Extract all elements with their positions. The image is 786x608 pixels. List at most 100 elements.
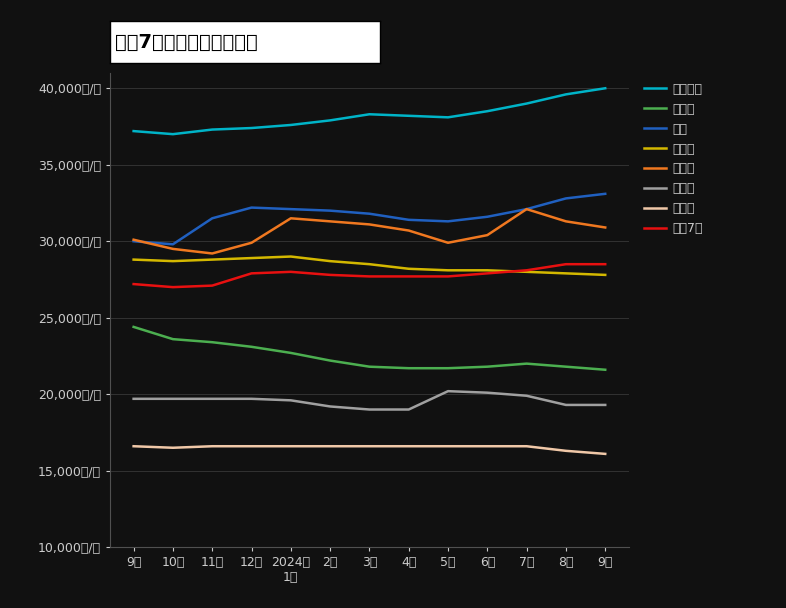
江東区	[365, 443, 374, 450]
江東区	[129, 443, 138, 450]
千代田区	[601, 85, 610, 92]
港区	[168, 241, 178, 248]
主要7区	[325, 271, 335, 278]
中央区	[443, 365, 453, 372]
江東区	[443, 443, 453, 450]
港区	[247, 204, 256, 211]
港区	[561, 195, 571, 202]
渋谷区	[247, 239, 256, 246]
Line: 渋谷区: 渋谷区	[134, 209, 605, 254]
中央区	[404, 365, 413, 372]
新宿区	[522, 268, 531, 275]
主要7区	[365, 273, 374, 280]
新宿区	[561, 270, 571, 277]
江東区	[561, 447, 571, 454]
新宿区	[325, 257, 335, 264]
新宿区	[483, 267, 492, 274]
主要7区	[404, 273, 413, 280]
主要7区	[247, 270, 256, 277]
港区	[404, 216, 413, 224]
中央区	[286, 349, 296, 356]
渋谷区	[483, 232, 492, 239]
千代田区	[404, 112, 413, 119]
江東区	[601, 451, 610, 458]
Line: 新宿区: 新宿区	[134, 257, 605, 275]
港区	[325, 207, 335, 214]
渋谷区	[129, 236, 138, 243]
品川区	[286, 396, 296, 404]
新宿区	[208, 256, 217, 263]
Line: 主要7区: 主要7区	[134, 264, 605, 287]
千代田区	[483, 108, 492, 115]
品川区	[247, 395, 256, 402]
渋谷区	[561, 218, 571, 225]
江東区	[208, 443, 217, 450]
新宿区	[601, 271, 610, 278]
新宿区	[286, 253, 296, 260]
渋谷区	[522, 206, 531, 213]
中央区	[601, 366, 610, 373]
渋谷区	[601, 224, 610, 231]
中央区	[208, 339, 217, 346]
品川区	[483, 389, 492, 396]
港区	[286, 206, 296, 213]
港区	[129, 238, 138, 245]
主要7区	[601, 261, 610, 268]
江東区	[522, 443, 531, 450]
品川区	[601, 401, 610, 409]
品川区	[561, 401, 571, 409]
江東区	[483, 443, 492, 450]
渋谷区	[208, 250, 217, 257]
品川区	[443, 387, 453, 395]
渋谷区	[286, 215, 296, 222]
渋谷区	[365, 221, 374, 228]
中央区	[129, 323, 138, 331]
品川区	[325, 403, 335, 410]
千代田区	[443, 114, 453, 121]
港区	[443, 218, 453, 225]
渋谷区	[404, 227, 413, 234]
主要7区	[522, 267, 531, 274]
千代田区	[286, 122, 296, 129]
新宿区	[365, 261, 374, 268]
中央区	[522, 360, 531, 367]
主要7区	[483, 270, 492, 277]
港区	[365, 210, 374, 217]
主要7区	[561, 261, 571, 268]
千代田区	[168, 131, 178, 138]
千代田区	[129, 128, 138, 135]
江東区	[247, 443, 256, 450]
主要7区	[168, 283, 178, 291]
港区	[522, 206, 531, 213]
新宿区	[247, 254, 256, 261]
品川区	[522, 392, 531, 399]
港区	[208, 215, 217, 222]
江東区	[325, 443, 335, 450]
中央区	[325, 357, 335, 364]
渋谷区	[325, 218, 335, 225]
千代田区	[247, 125, 256, 132]
中央区	[561, 363, 571, 370]
品川区	[208, 395, 217, 402]
Line: 品川区: 品川区	[134, 391, 605, 410]
主要7区	[286, 268, 296, 275]
江東区	[404, 443, 413, 450]
港区	[483, 213, 492, 221]
品川区	[168, 395, 178, 402]
中央区	[483, 363, 492, 370]
新宿区	[168, 257, 178, 264]
品川区	[404, 406, 413, 413]
Line: 港区: 港区	[134, 194, 605, 244]
主要7区	[443, 273, 453, 280]
江東区	[286, 443, 296, 450]
千代田区	[365, 111, 374, 118]
主要7区	[208, 282, 217, 289]
港区	[601, 190, 610, 198]
新宿区	[404, 265, 413, 272]
中央区	[168, 336, 178, 343]
Legend: 千代田区, 中央区, 港区, 新宿区, 渋谷区, 品川区, 江東区, 主要7区: 千代田区, 中央区, 港区, 新宿区, 渋谷区, 品川区, 江東区, 主要7区	[641, 79, 707, 239]
千代田区	[208, 126, 217, 133]
新宿区	[443, 267, 453, 274]
渋谷区	[443, 239, 453, 246]
中央区	[365, 363, 374, 370]
